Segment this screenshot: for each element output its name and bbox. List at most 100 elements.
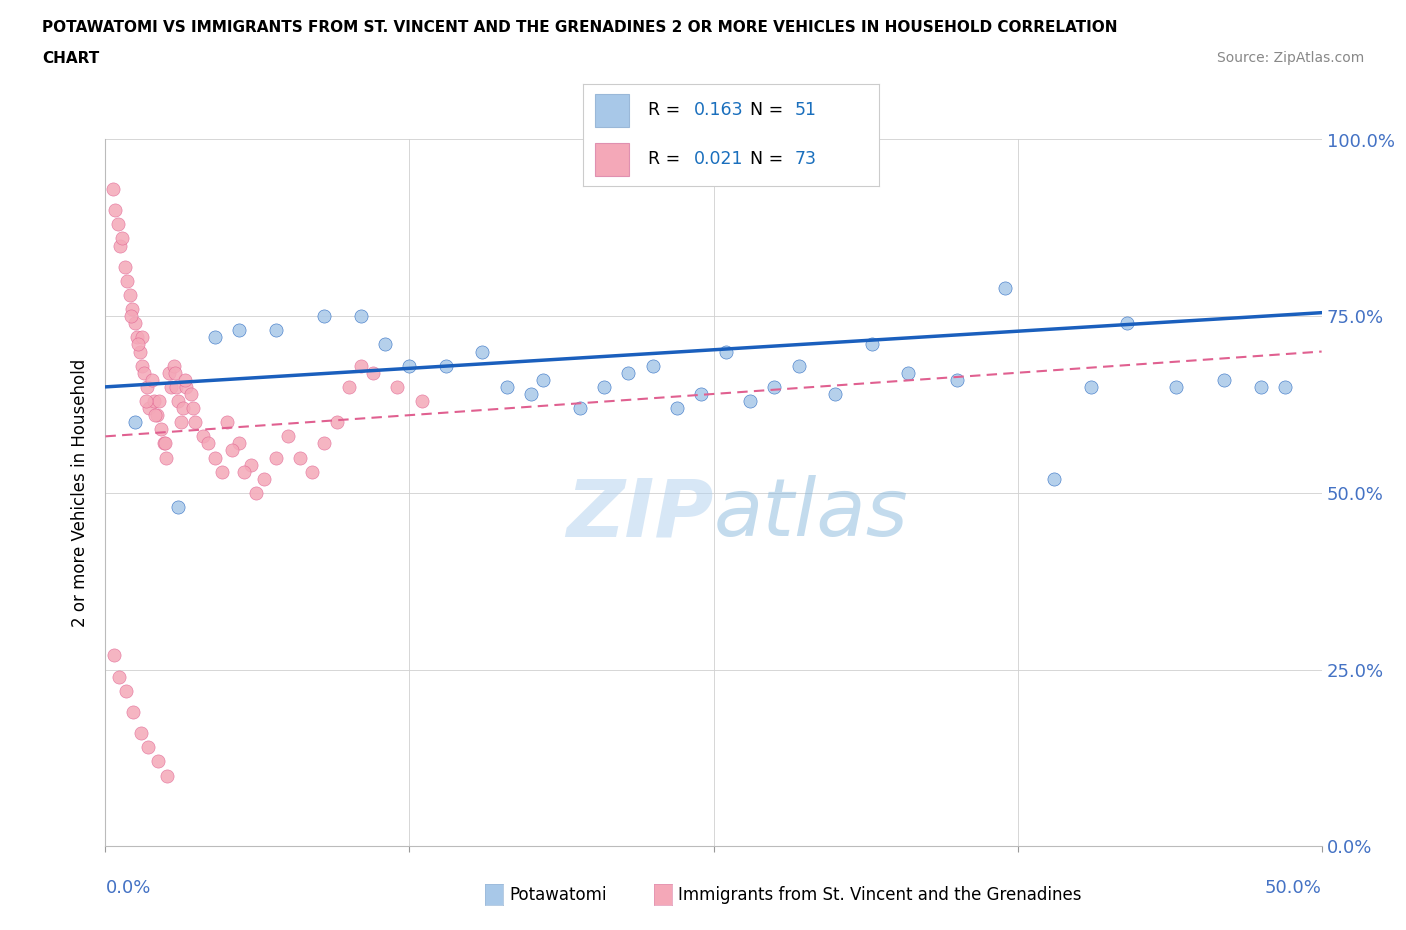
Point: [104, 203, 127, 218]
Point: [114, 259, 136, 274]
Point: [122, 705, 145, 720]
Point: [617, 365, 640, 380]
Point: [860, 337, 883, 352]
Text: Potawatomi: Potawatomi: [509, 885, 606, 904]
Point: [211, 464, 233, 479]
Point: [124, 415, 146, 430]
Point: [301, 464, 323, 479]
Point: [115, 684, 138, 698]
Point: [204, 330, 226, 345]
Text: 73: 73: [794, 151, 817, 168]
Point: [325, 415, 347, 430]
Point: [117, 273, 139, 288]
Point: [593, 379, 616, 394]
Text: 0.0%: 0.0%: [105, 879, 150, 897]
Point: [245, 485, 267, 500]
Point: [1164, 379, 1187, 394]
Point: [763, 379, 786, 394]
Point: [170, 415, 193, 430]
Point: [240, 458, 263, 472]
Point: [146, 754, 169, 769]
Point: [108, 238, 131, 253]
Point: [495, 379, 517, 394]
Bar: [595, 94, 630, 126]
Point: [136, 740, 159, 755]
Point: [184, 415, 207, 430]
Point: [471, 344, 494, 359]
Point: [398, 358, 420, 373]
Point: [172, 401, 194, 416]
Point: [217, 415, 239, 430]
Point: [288, 450, 311, 465]
Text: N =: N =: [751, 151, 789, 168]
Point: [141, 372, 163, 387]
Point: [221, 443, 243, 458]
Point: [111, 231, 134, 246]
Point: [531, 372, 554, 387]
Point: [167, 393, 190, 408]
Point: [181, 401, 204, 416]
Point: [157, 365, 180, 380]
Point: [135, 379, 157, 394]
Point: [180, 387, 202, 402]
Point: [153, 436, 176, 451]
Point: [135, 393, 157, 408]
Point: [160, 379, 183, 394]
Text: Source: ZipAtlas.com: Source: ZipAtlas.com: [1216, 51, 1364, 65]
Point: [120, 309, 142, 324]
Point: [162, 358, 184, 373]
Point: [143, 393, 166, 408]
Point: [228, 323, 250, 338]
Point: [264, 323, 287, 338]
Point: [568, 401, 591, 416]
Text: CHART: CHART: [42, 51, 100, 66]
Point: [314, 436, 336, 451]
Point: [191, 429, 214, 444]
Point: [125, 330, 148, 345]
Point: [520, 387, 543, 402]
Text: N =: N =: [751, 101, 789, 119]
Point: [897, 365, 920, 380]
Point: [174, 379, 197, 394]
Point: [167, 499, 190, 514]
Bar: [595, 143, 630, 176]
Text: atlas: atlas: [713, 475, 908, 553]
Point: [127, 337, 149, 352]
Point: [121, 301, 143, 316]
Point: [131, 358, 153, 373]
Point: [233, 464, 256, 479]
Text: R =: R =: [648, 101, 686, 119]
Y-axis label: 2 or more Vehicles in Household: 2 or more Vehicles in Household: [72, 359, 90, 627]
Point: [387, 379, 409, 394]
Point: [107, 217, 129, 232]
Point: [1116, 316, 1139, 331]
Point: [314, 309, 336, 324]
Point: [150, 422, 173, 437]
Text: 0.163: 0.163: [695, 101, 744, 119]
Point: [156, 768, 179, 783]
Text: 51: 51: [794, 101, 817, 119]
Point: [641, 358, 664, 373]
Point: [361, 365, 384, 380]
Point: [228, 436, 250, 451]
Point: [824, 387, 846, 402]
Point: [738, 393, 761, 408]
Point: [124, 316, 146, 331]
Point: [411, 393, 433, 408]
Point: [128, 344, 150, 359]
Point: [138, 401, 160, 416]
Point: [197, 436, 219, 451]
Point: [1080, 379, 1102, 394]
Point: [155, 450, 177, 465]
Point: [374, 337, 396, 352]
Point: [145, 407, 167, 422]
Point: [264, 450, 287, 465]
Point: [787, 358, 810, 373]
Point: [163, 365, 186, 380]
Point: [1274, 379, 1296, 394]
Text: POTAWATOMI VS IMMIGRANTS FROM ST. VINCENT AND THE GRENADINES 2 OR MORE VEHICLES : POTAWATOMI VS IMMIGRANTS FROM ST. VINCEN…: [42, 20, 1118, 35]
Point: [108, 670, 131, 684]
Point: [666, 401, 689, 416]
Point: [129, 725, 152, 740]
Text: 50.0%: 50.0%: [1265, 879, 1322, 897]
